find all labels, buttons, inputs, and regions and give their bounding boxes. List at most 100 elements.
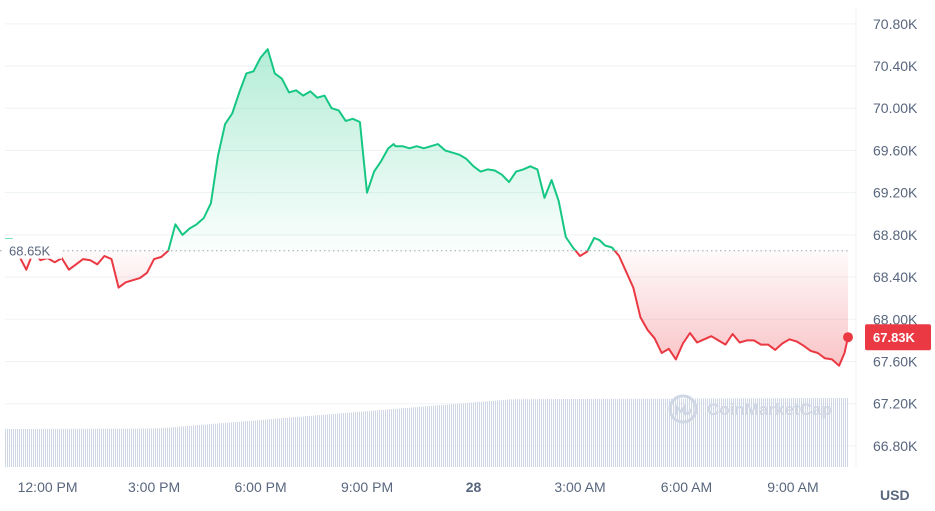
volume-bar <box>385 409 386 467</box>
volume-bar <box>327 414 328 467</box>
volume-bar <box>597 398 598 467</box>
volume-bar <box>581 398 582 467</box>
volume-bar <box>649 398 650 467</box>
volume-bar <box>221 423 222 467</box>
x-tick-label: 6:00 AM <box>661 479 712 495</box>
volume-bar <box>805 398 806 467</box>
volume-bar <box>275 418 276 467</box>
volume-bar <box>683 398 684 467</box>
volume-bar <box>461 403 462 467</box>
y-tick-label: 70.80K <box>873 16 918 32</box>
volume-bar <box>831 398 832 467</box>
volume-bar <box>65 428 66 467</box>
volume-bar <box>101 428 102 467</box>
volume-bar <box>109 428 110 467</box>
current-price-badge: 67.83K <box>865 324 931 351</box>
volume-bar <box>345 412 346 467</box>
volume-bar <box>459 403 460 467</box>
volume-bar <box>775 398 776 467</box>
volume-bar <box>507 399 508 467</box>
volume-bar <box>403 408 404 467</box>
volume-bar <box>829 398 830 467</box>
coinmarketcap-logo-icon <box>668 394 698 424</box>
current-price-marker <box>843 332 853 343</box>
volume-bar <box>635 398 636 467</box>
volume-bar <box>5 429 6 467</box>
volume-bar <box>127 428 128 467</box>
currency-label: USD <box>880 487 910 503</box>
watermark-text: CoinMarketCap <box>707 400 832 419</box>
volume-bar <box>771 398 772 467</box>
volume-bar <box>241 421 242 467</box>
volume-bar <box>655 398 656 467</box>
volume-bar <box>389 409 390 467</box>
volume-bar <box>777 398 778 467</box>
volume-bar <box>821 398 822 467</box>
volume-bar <box>83 428 84 467</box>
volume-bar <box>257 420 258 467</box>
volume-bar <box>31 428 32 467</box>
volume-bar <box>573 399 574 467</box>
volume-bar <box>693 398 694 467</box>
volume-bar <box>199 424 200 467</box>
volume-bar <box>555 399 556 467</box>
volume-bar <box>625 398 626 467</box>
volume-bar <box>255 420 256 467</box>
volume-bar <box>653 398 654 467</box>
volume-bar <box>111 428 112 467</box>
volume-bar <box>807 398 808 467</box>
volume-bar <box>29 428 30 467</box>
volume-bar <box>15 429 16 467</box>
volume-bar <box>475 402 476 467</box>
volume-bar <box>341 413 342 467</box>
volume-bar <box>527 399 528 467</box>
y-tick-label: 68.00K <box>873 311 918 327</box>
volume-bar <box>185 426 186 467</box>
volume-bar <box>713 398 714 467</box>
volume-bar <box>387 409 388 467</box>
volume-bar <box>769 398 770 467</box>
volume-bar <box>123 428 124 467</box>
volume-bar <box>325 414 326 467</box>
volume-bar <box>253 420 254 467</box>
volume-bar <box>781 398 782 467</box>
volume-bar <box>765 398 766 467</box>
volume-bar <box>335 413 336 467</box>
volume-bar <box>479 401 480 467</box>
volume-bar <box>61 428 62 467</box>
volume-bar <box>637 398 638 467</box>
volume-bar <box>143 428 144 467</box>
volume-bar <box>751 398 752 467</box>
volume-bar <box>263 419 264 467</box>
volume-bar <box>747 398 748 467</box>
volume-bar <box>379 410 380 467</box>
volume-bar <box>661 398 662 467</box>
volume-bar <box>599 398 600 467</box>
volume-bar <box>147 428 148 467</box>
volume-bar <box>311 415 312 467</box>
volume-bar <box>817 398 818 467</box>
volume-bar <box>231 422 232 467</box>
volume-bar <box>631 398 632 467</box>
volume-bar <box>235 422 236 467</box>
volume-bar <box>297 416 298 467</box>
price-area <box>5 49 848 366</box>
volume-bar <box>377 410 378 467</box>
x-tick-label: 3:00 PM <box>128 479 180 495</box>
volume-bar <box>593 398 594 467</box>
volume-bar <box>357 411 358 467</box>
volume-bar <box>411 407 412 467</box>
volume-bar <box>551 399 552 467</box>
volume-bar <box>77 428 78 467</box>
volume-bar <box>347 412 348 467</box>
volume-bar <box>623 398 624 467</box>
volume-bar <box>137 428 138 467</box>
volume-bar <box>605 398 606 467</box>
y-tick-label: 69.20K <box>873 185 918 201</box>
x-tick-label: 6:00 PM <box>234 479 286 495</box>
volume-bar <box>245 421 246 467</box>
volume-bar <box>613 398 614 467</box>
volume-bar <box>237 421 238 467</box>
volume-bar <box>825 398 826 467</box>
volume-bar <box>715 398 716 467</box>
